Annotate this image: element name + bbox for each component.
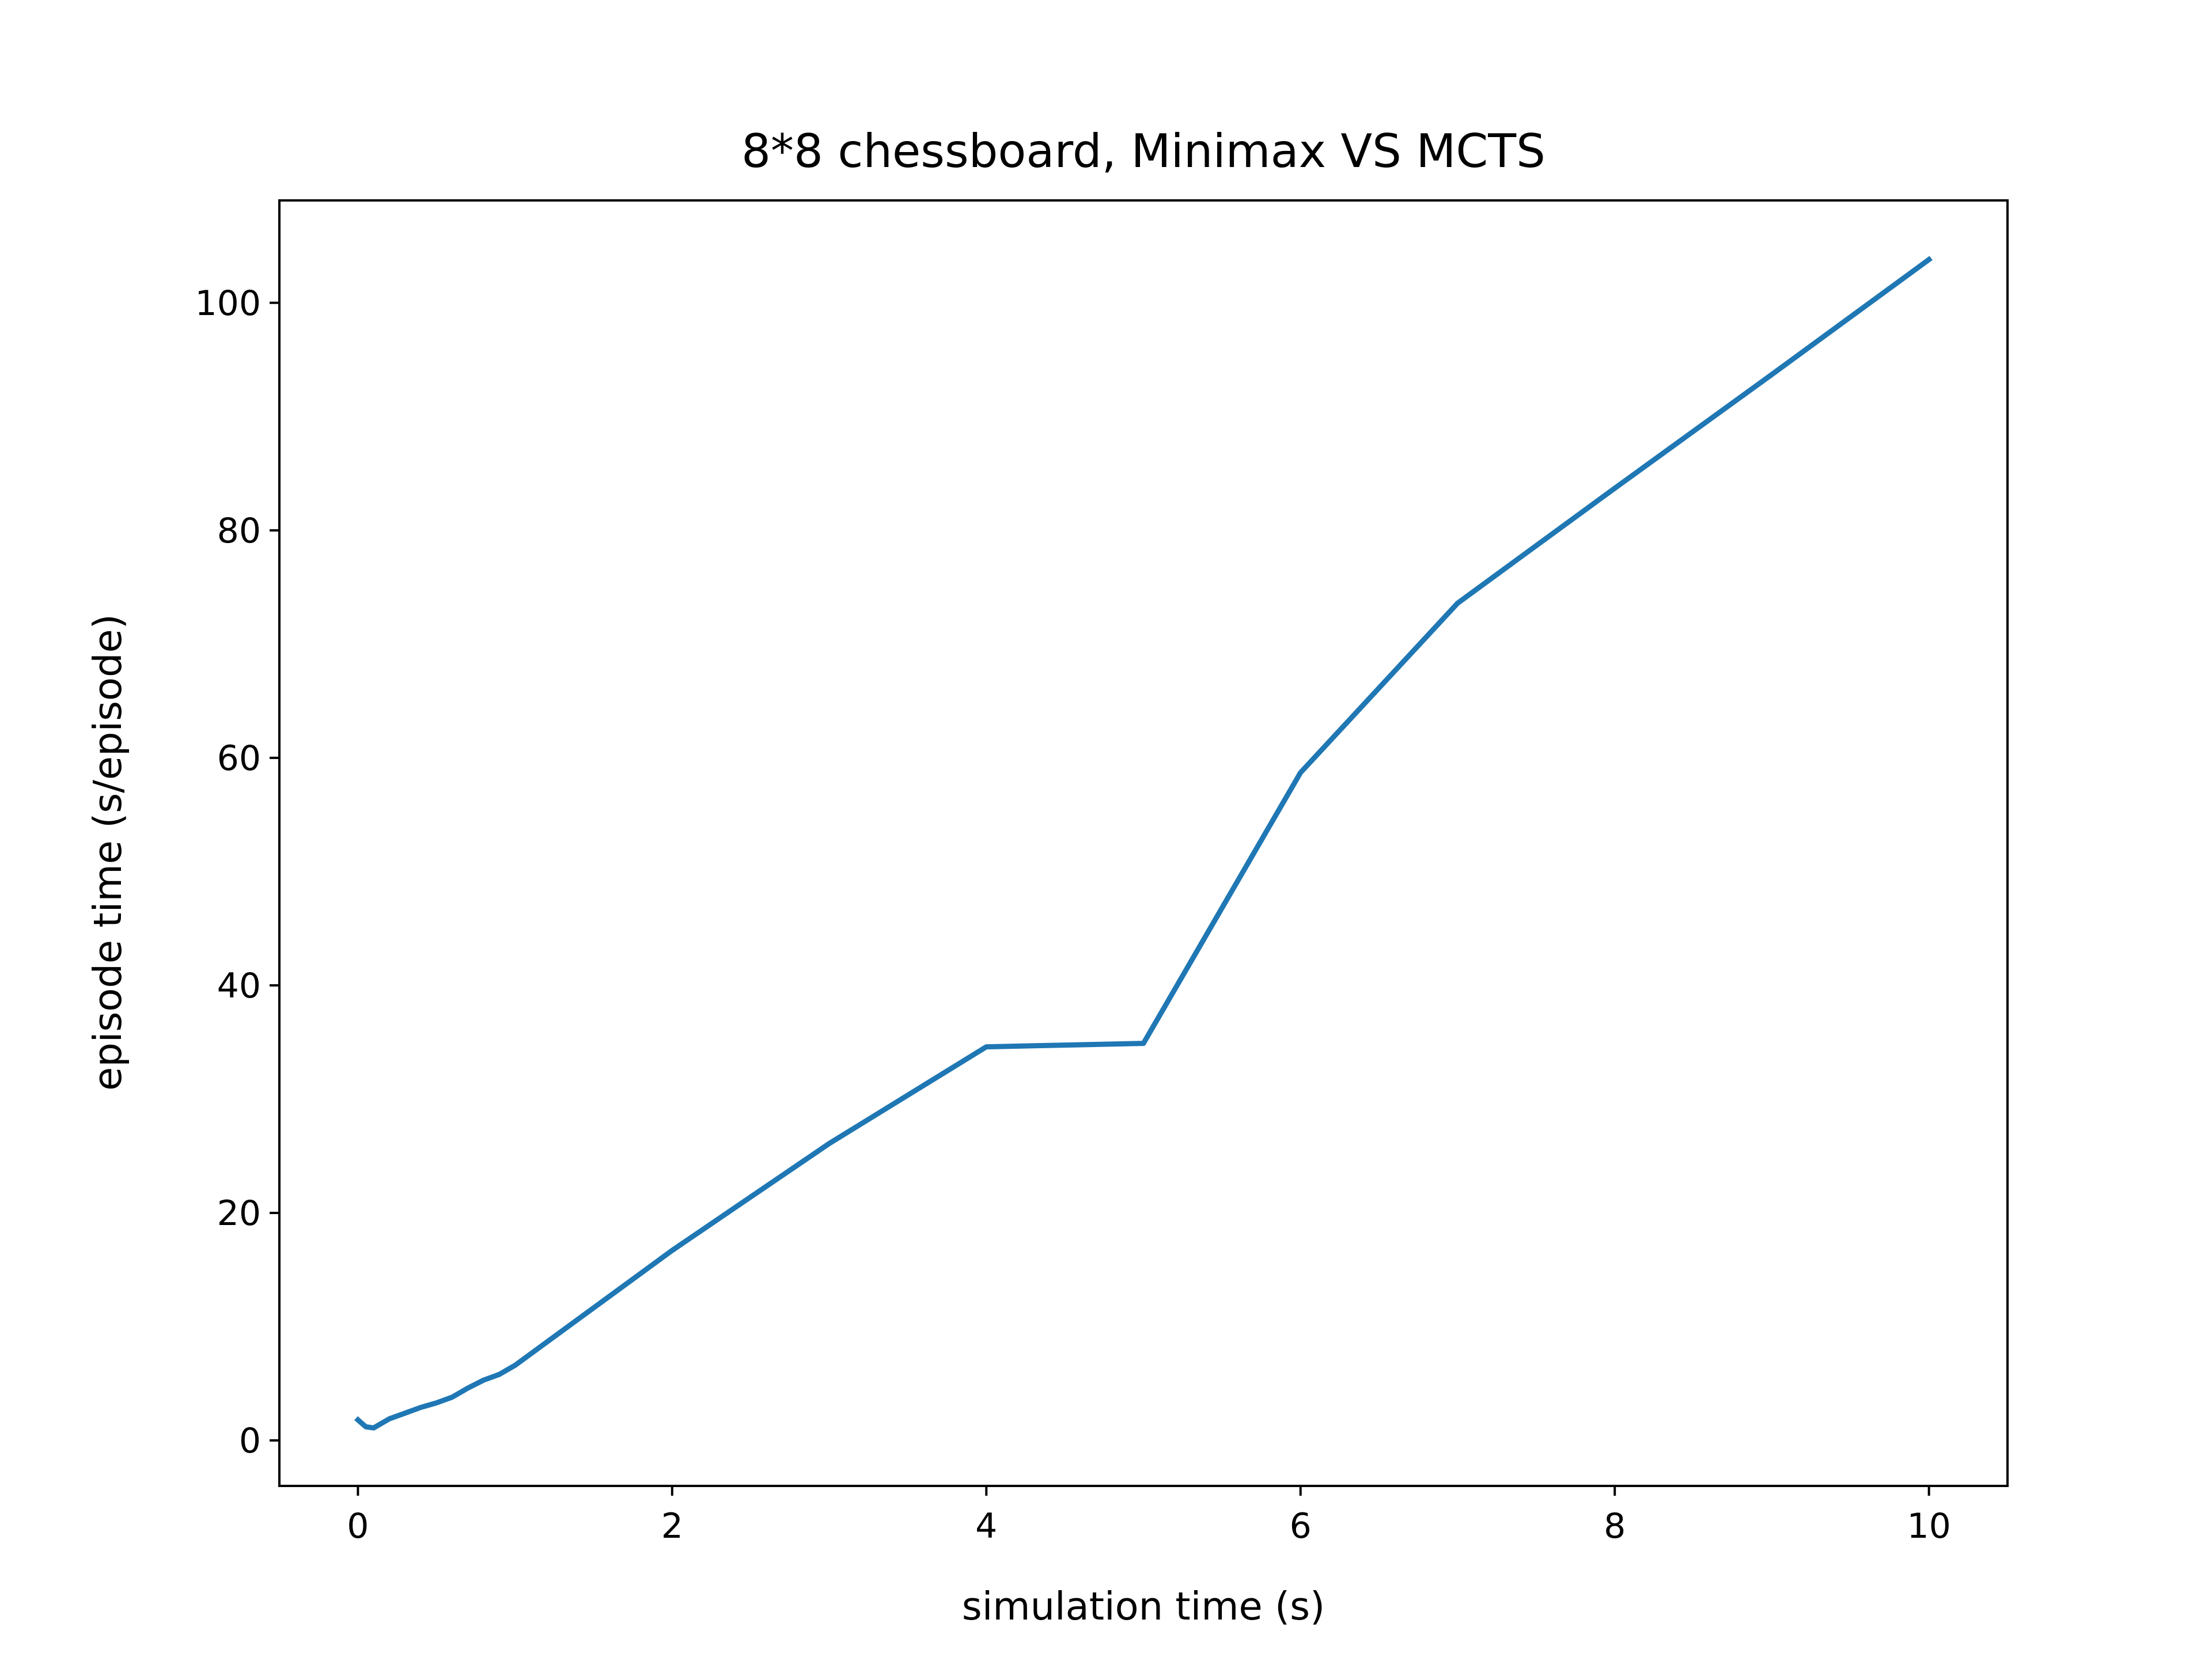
x-axis-label: simulation time (s)	[962, 1584, 1325, 1629]
plot-area	[354, 256, 1933, 1431]
y-tick-label-2: 40	[217, 966, 261, 1006]
y-tick-label-5: 100	[195, 283, 261, 324]
series-line-0	[354, 256, 1933, 1431]
x-tick-label-0: 0	[347, 1506, 369, 1546]
x-tick-label-1: 2	[661, 1506, 683, 1546]
x-tick-label-3: 6	[1290, 1506, 1312, 1546]
axes-frame	[278, 199, 2009, 1487]
y-tick-label-1: 20	[217, 1193, 261, 1234]
chart-title: 8*8 chessboard, Minimax VS MCTS	[741, 124, 1546, 178]
y-tick-label-3: 60	[217, 738, 261, 779]
x-tick-label-2: 4	[975, 1506, 997, 1546]
y-tick-label-0: 0	[239, 1421, 261, 1461]
x-tick-label-4: 8	[1604, 1506, 1626, 1546]
y-axis-label: episode time (s/episode)	[85, 614, 130, 1091]
y-tick-label-4: 80	[217, 511, 261, 551]
x-tick-label-5: 10	[1907, 1506, 1950, 1546]
